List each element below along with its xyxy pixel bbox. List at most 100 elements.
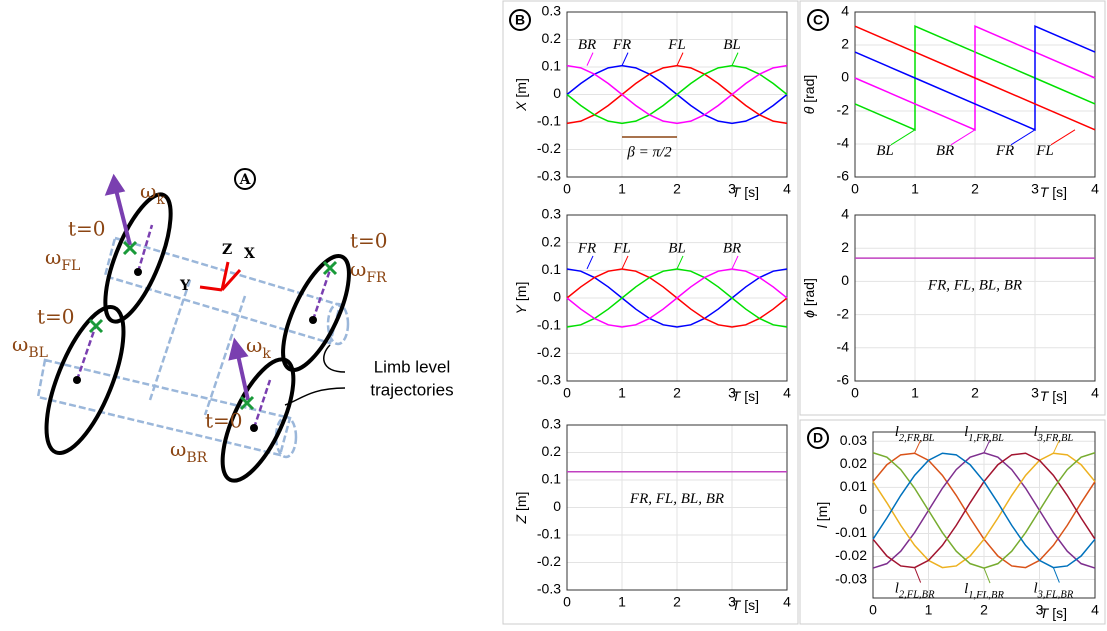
x-tick-label: 4 xyxy=(783,181,791,197)
x-tick-label: 3 xyxy=(1031,385,1039,401)
y-tick-label: 0 xyxy=(553,498,561,514)
series-label: FR xyxy=(995,143,1014,159)
y-tick-label: -2 xyxy=(837,305,850,321)
x-tick-label: 1 xyxy=(911,385,919,401)
omega-label: ωk xyxy=(246,333,271,363)
label-leader xyxy=(587,256,593,269)
panel-label: A xyxy=(239,172,252,188)
series-label: l2,FL,BR xyxy=(895,581,935,600)
omega-label: ωFL xyxy=(45,245,80,275)
y-tick-label: -4 xyxy=(837,339,850,355)
y-tick-label: 0 xyxy=(859,501,867,517)
label-leader xyxy=(1011,130,1035,145)
series-label: BR xyxy=(578,37,596,53)
y-axis-label: Z [m] xyxy=(513,492,529,525)
y-axis-label: θ [rad] xyxy=(801,75,817,115)
x-tick-label: 4 xyxy=(1091,181,1099,197)
x-tick-label: 0 xyxy=(869,602,877,618)
series-label: BR xyxy=(723,240,741,256)
panel-label: D xyxy=(813,430,823,446)
y-tick-label: -0.3 xyxy=(537,372,561,388)
panel-label: C xyxy=(813,12,823,28)
axis-label: X xyxy=(244,246,255,262)
y-tick-label: 4 xyxy=(841,3,849,19)
y-axis-label: Y [m] xyxy=(513,282,529,315)
y-tick-label: -0.3 xyxy=(537,168,561,184)
x-axis-label: T [s] xyxy=(732,184,759,200)
y-tick-label: -0.1 xyxy=(537,316,561,332)
t0-label: t=0 xyxy=(68,217,106,241)
t0-label: t=0 xyxy=(205,409,243,433)
y-tick-label: -0.1 xyxy=(537,526,561,542)
label-leader xyxy=(622,256,628,269)
x-axis-label: T [s] xyxy=(1040,605,1067,621)
x-tick-label: 1 xyxy=(925,602,933,618)
label-leader xyxy=(622,53,628,66)
x-tick-label: 1 xyxy=(618,594,626,610)
t0-label: t=0 xyxy=(350,229,388,253)
series-label: FR, FL, BL, BR xyxy=(629,491,724,507)
x-tick-label: 2 xyxy=(971,385,979,401)
label-leader xyxy=(732,256,738,269)
y-tick-label: 0 xyxy=(841,69,849,85)
x-axis-label: T [s] xyxy=(732,388,759,404)
series-label: l3,FR,BL xyxy=(1033,425,1073,444)
y-tick-label: -0.2 xyxy=(537,140,561,156)
y-tick-label: 0.2 xyxy=(542,443,562,459)
body-frame xyxy=(38,238,348,457)
x-tick-label: 2 xyxy=(673,181,681,197)
x-tick-label: 0 xyxy=(563,385,571,401)
label-leader xyxy=(677,256,683,269)
x-tick-label: 3 xyxy=(1031,181,1039,197)
x-tick-label: 1 xyxy=(911,181,919,197)
series-label: FL xyxy=(1035,143,1054,159)
series-label: FR, FL, BL, BR xyxy=(927,278,1022,294)
annotation: β = π/2 xyxy=(626,144,672,160)
figure: A ωk ωk t=0 ωFL t=0 ωFR t=0 ωBL t=0 ωBR … xyxy=(0,0,1107,626)
x-axis-label: T [s] xyxy=(732,597,759,613)
x-tick-label: 4 xyxy=(1091,385,1099,401)
y-tick-label: 0.03 xyxy=(840,432,867,448)
callout-text: trajectories xyxy=(370,380,453,399)
y-tick-label: 0 xyxy=(553,85,561,101)
label-leader xyxy=(984,568,990,583)
y-tick-label: -2 xyxy=(837,102,850,118)
y-tick-label: -0.1 xyxy=(537,113,561,129)
x-tick-label: 0 xyxy=(851,385,859,401)
y-axis-label: X [m] xyxy=(513,78,529,112)
t0-label: t=0 xyxy=(37,305,75,329)
label-leader xyxy=(891,130,915,145)
y-tick-label: -6 xyxy=(837,168,850,184)
centers xyxy=(73,268,317,432)
x-tick-label: 0 xyxy=(563,594,571,610)
x-tick-label: 4 xyxy=(783,594,791,610)
label-leader xyxy=(951,130,975,145)
x-tick-label: 2 xyxy=(971,181,979,197)
y-tick-label: 0.02 xyxy=(840,455,867,471)
y-tick-label: -0.03 xyxy=(835,570,867,586)
y-tick-label: 0.1 xyxy=(542,261,562,277)
omega-label: ωFR xyxy=(350,257,387,287)
series-label: l1,FR,BL xyxy=(964,424,1004,443)
omega-label: ωBR xyxy=(170,437,208,467)
x-tick-label: 0 xyxy=(851,181,859,197)
y-tick-label: 2 xyxy=(841,36,849,52)
label-leader xyxy=(587,53,593,66)
series-label: l2,FR,BL xyxy=(895,425,935,444)
y-tick-label: 2 xyxy=(841,239,849,255)
label-leader xyxy=(677,53,683,66)
y-tick-label: 0.3 xyxy=(542,206,562,222)
x-tick-label: 4 xyxy=(783,385,791,401)
y-tick-label: -0.2 xyxy=(537,344,561,360)
y-tick-label: -0.2 xyxy=(537,553,561,569)
x-tick-label: 1 xyxy=(618,385,626,401)
label-leader xyxy=(1053,568,1059,583)
series-label: BR xyxy=(936,143,954,159)
x-tick-label: 4 xyxy=(1091,602,1099,618)
y-tick-label: 0.3 xyxy=(542,3,562,19)
label-leader xyxy=(732,53,738,66)
y-tick-label: 0.3 xyxy=(542,416,562,432)
y-tick-label: 0 xyxy=(553,289,561,305)
y-axis-label: l [m] xyxy=(814,502,830,528)
y-tick-label: -4 xyxy=(837,135,850,151)
